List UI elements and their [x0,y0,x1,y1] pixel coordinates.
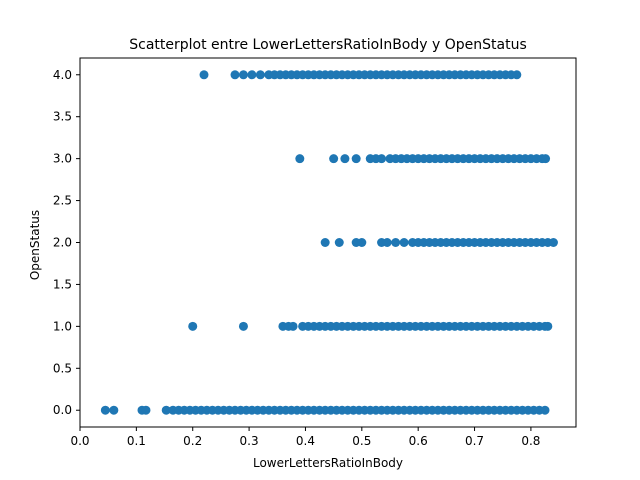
x-tick-label: 0.4 [296,434,315,448]
scatter-point [255,70,265,80]
x-tick-label: 0.5 [352,434,371,448]
scatter-point [512,70,522,80]
y-tick-label: 2.5 [53,194,72,208]
scatter-point [541,154,551,164]
scatter-point [351,154,361,164]
scatter-point [340,154,350,164]
chart-title: Scatterplot entre LowerLettersRatioInBod… [129,37,527,53]
x-axis-label: LowerLettersRatioInBody [253,456,403,470]
y-tick-label: 3.5 [53,110,72,124]
scatter-point [543,321,553,331]
scatter-point [109,405,119,415]
x-tick-label: 0.7 [465,434,484,448]
scatter-point [548,238,558,247]
scatter-point [295,154,305,164]
y-tick-label: 0.5 [53,361,72,375]
scatter-point [377,154,387,164]
y-tick-label: 3.0 [53,152,72,166]
scatter-point [230,70,240,80]
x-tick-label: 0.8 [521,434,540,448]
y-axis-label: OpenStatus [28,210,42,280]
scatter-point [199,70,209,80]
y-tick-label: 0.0 [53,403,72,417]
scatter-point [320,238,330,247]
scatter-point [161,405,171,415]
scatter-point [382,238,392,247]
scatter-point [288,321,298,331]
y-tick-label: 1.5 [53,277,72,291]
x-tick-label: 0.0 [70,434,89,448]
scatter-point [334,238,344,247]
x-axis-ticks: 0.0 0.1 0.2 0.3 0.4 0.5 0.6 0.7 0.8 [70,427,540,448]
scatter-point [247,70,257,80]
y-axis-ticks: 0.0 0.5 1.0 1.5 2.0 2.5 3.0 3.5 4.0 [53,68,80,417]
scatter-point [399,238,409,247]
scatter-point [238,70,248,80]
y-tick-label: 1.0 [53,319,72,333]
scatter-point [141,405,151,415]
x-tick-label: 0.6 [409,434,428,448]
scatter-point [188,321,198,331]
x-tick-label: 0.2 [183,434,202,448]
scatter-point [540,405,550,415]
y-tick-label: 4.0 [53,68,72,82]
plot-area [79,57,577,428]
scatter-point [238,321,248,331]
scatter-point [100,405,110,415]
scatter-point [357,238,367,247]
scatter-point [391,238,401,247]
x-tick-label: 0.1 [127,434,146,448]
x-tick-label: 0.3 [240,434,259,448]
y-tick-label: 2.0 [53,236,72,250]
scatter-point [329,154,339,164]
